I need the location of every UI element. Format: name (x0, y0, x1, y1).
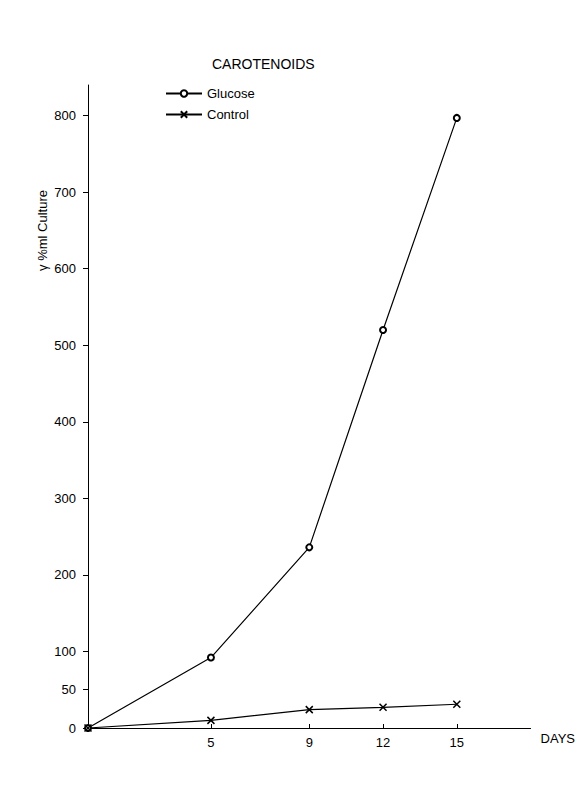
svg-text:500: 500 (54, 338, 76, 353)
svg-text:9: 9 (306, 735, 313, 750)
svg-text:CAROTENOIDS: CAROTENOIDS (212, 56, 315, 72)
svg-text:γ %ml Culture: γ %ml Culture (35, 190, 50, 271)
svg-text:12: 12 (376, 735, 390, 750)
svg-text:15: 15 (450, 735, 464, 750)
svg-text:Glucose: Glucose (207, 86, 255, 101)
svg-text:Control: Control (207, 107, 249, 122)
svg-text:200: 200 (54, 567, 76, 582)
svg-text:700: 700 (54, 185, 76, 200)
svg-text:400: 400 (54, 414, 76, 429)
svg-text:5: 5 (207, 735, 214, 750)
svg-text:100: 100 (54, 644, 76, 659)
svg-text:50: 50 (62, 682, 76, 697)
svg-text:0: 0 (69, 721, 76, 736)
svg-text:600: 600 (54, 261, 76, 276)
svg-text:DAYS: DAYS (541, 731, 576, 746)
svg-text:300: 300 (54, 491, 76, 506)
svg-text:800: 800 (54, 108, 76, 123)
